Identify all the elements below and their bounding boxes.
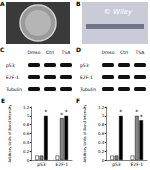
svg-text:Arbitrary Units of Band Intens: Arbitrary Units of Band Intensity [8,104,12,163]
svg-text:E2F-1: E2F-1 [55,162,68,167]
svg-text:0.6: 0.6 [98,131,105,136]
svg-text:p53: p53 [80,63,89,68]
svg-text:0.8: 0.8 [98,122,105,127]
svg-text:0.6: 0.6 [23,131,30,136]
html-text:F: F [76,97,81,104]
svg-text:p53: p53 [112,162,121,167]
svg-text:*: * [60,111,63,118]
html-text:E: E [1,97,6,104]
svg-text:Dmso: Dmso [102,50,115,55]
html-text:B: B [76,0,81,7]
svg-text:*: * [140,113,143,120]
svg-text:*: * [135,108,138,115]
svg-text:Tubulin: Tubulin [5,87,22,92]
html-text:A: A [0,0,5,7]
html-text:D: D [76,46,81,53]
svg-text:*: * [44,108,47,115]
svg-text:0.4: 0.4 [23,140,30,145]
svg-text:0.8: 0.8 [23,122,30,127]
svg-text:E2F-1: E2F-1 [80,75,93,80]
svg-text:*: * [65,108,68,115]
svg-text:Ctrl: Ctrl [120,50,128,55]
svg-text:0: 0 [102,158,105,163]
svg-text:Tubulin: Tubulin [79,87,96,92]
svg-text:0: 0 [27,158,30,163]
svg-text:0.2: 0.2 [23,149,30,154]
svg-text:0.4: 0.4 [98,140,105,145]
html-text:C: C [0,46,5,53]
svg-text:Ctrl: Ctrl [46,50,54,55]
svg-text:© Wiley: © Wiley [104,8,133,16]
svg-text:Dmso: Dmso [28,50,41,55]
svg-text:0.2: 0.2 [98,149,105,154]
svg-text:TSA: TSA [61,50,72,55]
svg-text:E2F-1: E2F-1 [6,75,19,80]
svg-text:p53: p53 [6,63,15,68]
svg-text:Arbitrary Units of Band Intens: Arbitrary Units of Band Intensity [83,104,87,163]
svg-text:1.2: 1.2 [98,105,105,110]
svg-text:E2F-1: E2F-1 [130,162,143,167]
svg-text:1: 1 [102,113,105,118]
svg-text:TSA: TSA [135,50,146,55]
svg-text:*: * [119,108,122,115]
svg-text:p53: p53 [37,162,46,167]
svg-text:1: 1 [27,113,30,118]
svg-text:1.2: 1.2 [23,105,30,110]
